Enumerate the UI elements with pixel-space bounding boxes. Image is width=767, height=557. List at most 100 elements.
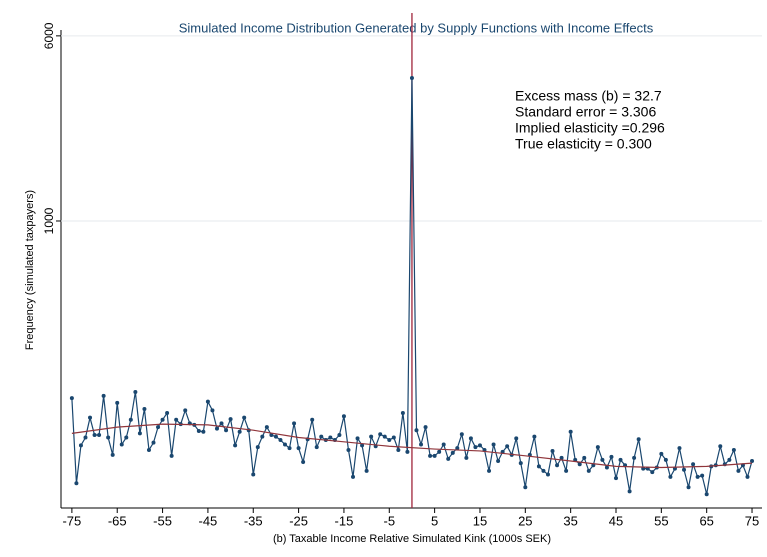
data-point [78,443,83,448]
data-point [110,452,115,457]
x-tick-label: 15 [473,513,487,528]
data-point [369,434,374,439]
x-tick-label: -25 [289,513,308,528]
data-point [545,472,550,477]
data-point [201,429,206,434]
annotation: Implied elasticity =0.296 [515,120,665,136]
data-point [255,445,260,450]
data-point [142,407,147,412]
data-point [301,460,306,465]
data-point [586,468,591,473]
data-point [314,445,319,450]
data-point [128,417,133,422]
data-point [505,444,510,449]
data-point [382,434,387,439]
data-point [396,447,401,452]
data-point [718,444,723,449]
data-point [387,438,392,443]
data-point [514,436,519,441]
data-point [133,390,138,395]
data-point [228,417,233,422]
annotation: Standard error = 3.306 [515,104,656,120]
data-point [609,454,614,459]
data-point [219,421,224,426]
data-point [101,393,106,398]
data-point [745,474,750,479]
data-point [496,458,501,463]
data-point [391,435,396,440]
x-tick-label: -15 [335,513,354,528]
data-point [224,428,229,433]
data-point [704,492,709,497]
data-point [636,437,641,442]
data-point [319,434,324,439]
data-point [341,414,346,419]
data-point [264,425,269,430]
data-point [287,446,292,451]
x-tick-label: 45 [609,513,623,528]
data-point [668,474,673,479]
data-point [346,447,351,452]
data-point [491,442,496,447]
data-point [310,417,315,422]
annotation: True elasticity = 0.300 [515,136,652,152]
data-point [464,455,469,460]
x-tick-label: -35 [244,513,263,528]
data-point [74,481,79,486]
data-point [600,457,605,462]
data-point [532,434,537,439]
data-point [750,458,755,463]
data-point [423,425,428,430]
data-point [351,474,356,479]
data-point [577,462,582,467]
data-point [260,434,265,439]
chart-title: Simulated Income Distribution Generated … [179,20,654,35]
x-tick-label: -55 [153,513,172,528]
data-point [355,436,360,441]
x-tick-label: 55 [654,513,668,528]
data-point [165,410,170,415]
data-point [555,463,560,468]
data-point [400,410,405,415]
data-point [695,474,700,479]
data-point [106,435,111,440]
data-point [83,435,88,440]
data-point [414,428,419,433]
x-tick-label: 5 [431,513,438,528]
data-point [632,455,637,460]
data-point [432,453,437,458]
data-point [618,457,623,462]
data-point [659,451,664,456]
data-point [473,445,478,450]
data-point [536,464,541,469]
data-point [137,431,142,436]
data-point [214,426,219,431]
series-line [71,423,753,469]
data-point [360,443,365,448]
data-point [124,435,129,440]
data-point [686,485,691,490]
data-point [233,443,238,448]
data-point [518,461,523,466]
data-point [459,432,464,437]
data-point [523,485,528,490]
data-point [119,442,124,447]
data-point [446,456,451,461]
data-point [156,425,161,430]
y-axis-label: Frequency (simulated taxpayers) [24,190,36,350]
data-point [292,421,297,426]
data-point [559,455,564,460]
data-point [455,446,460,451]
data-point [541,468,546,473]
data-point [450,450,455,455]
x-tick-label: 75 [745,513,759,528]
data-point [582,455,587,460]
data-point [405,449,410,454]
data-point [174,417,179,422]
data-point [595,445,600,450]
data-point [691,462,696,467]
data-point [663,457,668,462]
data-point [468,436,473,441]
x-tick-label: 35 [563,513,577,528]
